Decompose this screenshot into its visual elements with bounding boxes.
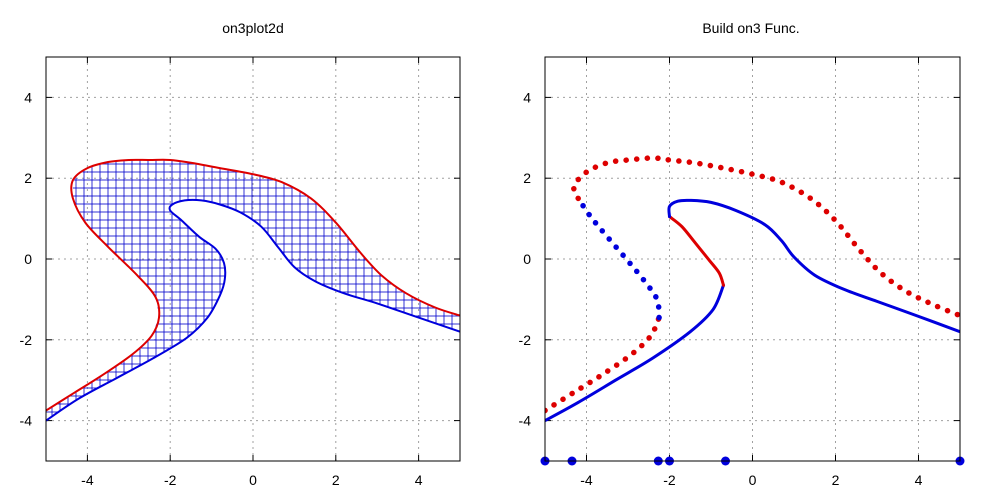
x-tick-label: 0 — [749, 472, 757, 488]
chart-left: on3plot2d -4 -2 0 2 4 4 2 0 -2 -4 — [20, 20, 461, 488]
x-tick-label: -4 — [580, 472, 593, 488]
chart-left-grid — [46, 57, 460, 461]
y-tick-label: 2 — [523, 170, 531, 186]
chart-right-plot-area — [545, 155, 960, 423]
y-tick-label: -4 — [519, 413, 532, 429]
chart-left-ticks: -4 -2 0 2 4 4 2 0 -2 -4 — [20, 57, 460, 488]
series-line-dotted — [575, 195, 662, 321]
y-tick-label: 0 — [523, 251, 531, 267]
x-tick-label: 2 — [332, 472, 340, 488]
y-tick-label: 2 — [24, 170, 32, 186]
x-tick-label: -2 — [663, 472, 676, 488]
y-tick-label: 0 — [24, 251, 32, 267]
series-line-solid — [668, 215, 725, 287]
y-tick-label: -2 — [519, 332, 532, 348]
chart-right-grid — [545, 57, 960, 461]
series-line-blue — [46, 198, 460, 422]
chart-right-frame — [544, 56, 961, 462]
chart-right-title: Build on3 Func. — [702, 20, 799, 36]
hatched-region — [46, 160, 460, 421]
y-tick-label: -4 — [20, 413, 33, 429]
series-line-dotted — [571, 155, 960, 319]
series-line-dotted — [545, 314, 662, 414]
y-tick-label: 4 — [523, 89, 531, 105]
chart-left-title: on3plot2d — [222, 20, 284, 36]
series-line-solid — [667, 198, 960, 334]
x-tick-label: 4 — [415, 472, 423, 488]
series-line-red — [46, 158, 460, 412]
chart-left-frame — [45, 56, 461, 462]
series-line-solid — [545, 283, 725, 423]
y-tick-label: -2 — [20, 332, 33, 348]
chart-right-ticks: -4 -2 0 2 4 4 2 0 -2 -4 — [519, 57, 960, 488]
x-tick-label: 0 — [249, 472, 257, 488]
chart-right: Build on3 Func. -4 -2 0 2 4 4 2 0 -2 -4 — [519, 20, 965, 488]
x-tick-label: 4 — [915, 472, 923, 488]
x-tick-label: 2 — [832, 472, 840, 488]
chart-left-plot-area — [46, 158, 460, 422]
x-tick-label: -2 — [164, 472, 177, 488]
x-tick-label: -4 — [81, 472, 94, 488]
y-tick-label: 4 — [24, 89, 32, 105]
